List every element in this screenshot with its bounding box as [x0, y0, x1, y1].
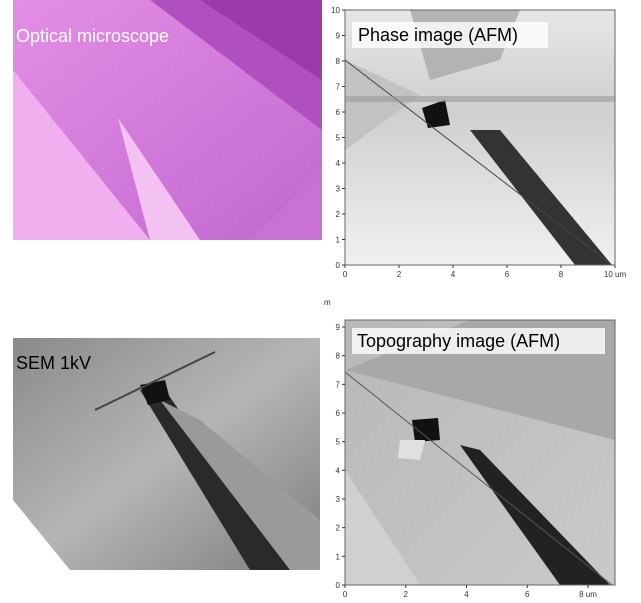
- x-tick-label: 10 um: [604, 270, 627, 279]
- y-tick-label: 6: [336, 108, 341, 117]
- x-tick-label: 8 um: [579, 590, 597, 599]
- y-tick-label: 5: [336, 438, 341, 447]
- y-tick-label: 4: [336, 466, 341, 475]
- y-tick-label: 0: [336, 261, 341, 270]
- y-tick-label: 3: [336, 185, 341, 194]
- figure: Optical microscope Phase image (AFM) SEM…: [0, 0, 641, 603]
- x-tick-label: 0: [343, 270, 348, 279]
- y-tick-label: 6: [336, 409, 341, 418]
- panel-label: Topography image (AFM): [357, 331, 560, 351]
- y-tick-label: 9: [336, 323, 341, 332]
- y-tick-label: 1: [336, 236, 341, 245]
- x-tick-label: 0: [343, 590, 348, 599]
- y-tick-label: 9: [336, 32, 341, 41]
- y-tick-label: 7: [336, 380, 341, 389]
- y-tick-label: 3: [336, 495, 341, 504]
- sem-image: SEM 1kV: [13, 338, 320, 570]
- x-tick-label: 8: [559, 270, 564, 279]
- y-tick-label: 1: [336, 552, 341, 561]
- panel-label: Phase image (AFM): [358, 25, 518, 45]
- y-tick-label: 8: [336, 352, 341, 361]
- y-tick-label: 4: [336, 159, 341, 168]
- panel-label: Optical microscope: [16, 26, 169, 46]
- y-tick-label: 0: [336, 581, 341, 590]
- x-tick-label: 6: [505, 270, 510, 279]
- x-tick-label: 4: [451, 270, 456, 279]
- x-tick-label: 2: [404, 590, 409, 599]
- y-tick-label: 2: [336, 210, 341, 219]
- y-tick-label: 8: [336, 57, 341, 66]
- y-tick-label: 10: [331, 6, 340, 15]
- optical-image: Optical microscope: [13, 0, 322, 240]
- x-tick-label: 6: [525, 590, 530, 599]
- phase-image: Phase image (AFM): [345, 10, 615, 265]
- x-tick-label: 2: [397, 270, 402, 279]
- panel-label: SEM 1kV: [16, 353, 91, 373]
- axis-unit: m: [324, 298, 331, 307]
- y-tick-label: 2: [336, 524, 341, 533]
- topography-image: Topography image (AFM): [345, 320, 615, 585]
- y-tick-label: 5: [336, 134, 341, 143]
- x-tick-label: 4: [464, 590, 469, 599]
- y-tick-label: 7: [336, 83, 341, 92]
